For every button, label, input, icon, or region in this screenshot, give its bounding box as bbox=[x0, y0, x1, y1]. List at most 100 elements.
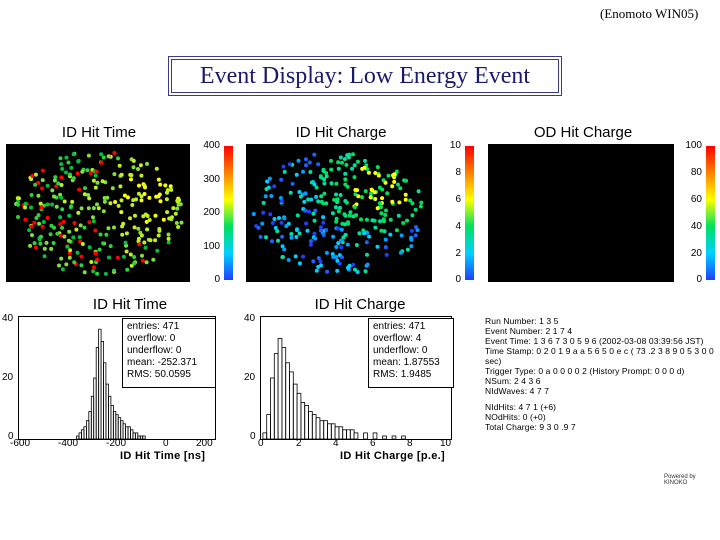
hit-dot bbox=[322, 191, 327, 196]
hist-bar bbox=[308, 411, 313, 440]
hit-dot bbox=[284, 224, 289, 228]
hit-dot bbox=[282, 247, 287, 252]
stat-overflow: overflow: 4 bbox=[373, 333, 422, 344]
hist-title-charge: ID Hit Charge bbox=[314, 296, 406, 313]
hit-dot bbox=[308, 242, 313, 247]
hit-dot bbox=[265, 179, 270, 184]
hit-dot bbox=[329, 181, 334, 186]
hist-bar bbox=[315, 417, 321, 440]
hit-dot bbox=[158, 199, 163, 204]
hit-dot bbox=[294, 235, 299, 239]
hit-dot bbox=[16, 215, 20, 219]
hit-dot bbox=[275, 229, 280, 234]
hit-dot bbox=[297, 190, 302, 194]
title-box: Event Display: Low Energy Event bbox=[168, 56, 562, 96]
hit-dot bbox=[86, 193, 91, 197]
hit-dot bbox=[341, 235, 346, 240]
hit-dot bbox=[347, 213, 352, 218]
hit-dot bbox=[99, 160, 104, 165]
hit-dot bbox=[42, 246, 47, 251]
hit-dot bbox=[108, 201, 113, 206]
hit-dot bbox=[397, 200, 402, 205]
hit-dot bbox=[128, 172, 133, 177]
hit-dot bbox=[138, 163, 143, 168]
hit-dot bbox=[361, 228, 366, 233]
hit-dot bbox=[353, 188, 358, 192]
hist-bar bbox=[142, 435, 146, 440]
hit-dot bbox=[139, 198, 144, 203]
hit-dot bbox=[131, 165, 136, 170]
hit-dot bbox=[335, 258, 340, 263]
hist-bar bbox=[289, 371, 294, 440]
hit-dot bbox=[373, 197, 378, 201]
hit-dot bbox=[108, 244, 113, 249]
hit-dot bbox=[103, 271, 108, 276]
stat-rms: RMS: 50.0595 bbox=[127, 369, 191, 380]
hit-dot bbox=[153, 238, 158, 243]
hit-dot bbox=[67, 213, 72, 218]
hist-bar bbox=[127, 426, 131, 440]
hist-charge-xtick: 4 bbox=[333, 438, 339, 449]
hist-bar bbox=[363, 432, 368, 440]
hit-dot bbox=[93, 173, 98, 178]
hit-dot bbox=[23, 205, 27, 210]
hit-dot bbox=[279, 177, 284, 182]
hit-dot bbox=[354, 243, 359, 247]
hit-dot bbox=[316, 264, 321, 269]
hit-dot bbox=[365, 252, 369, 257]
hit-dot bbox=[64, 262, 69, 267]
hit-dot bbox=[49, 246, 54, 251]
hit-dot bbox=[166, 232, 171, 237]
nid-hits: NIdHits: 4 7 1 (+6) bbox=[485, 402, 557, 412]
hit-dot bbox=[71, 152, 76, 157]
hit-dot bbox=[110, 186, 115, 191]
hit-dot bbox=[264, 235, 268, 240]
hit-dot bbox=[321, 233, 326, 237]
hit-dot bbox=[53, 175, 58, 180]
hit-dot bbox=[67, 255, 72, 260]
hit-dot bbox=[293, 254, 298, 259]
hit-dot bbox=[38, 241, 43, 246]
scale-label: 0 bbox=[696, 274, 702, 285]
hit-dot bbox=[57, 263, 61, 268]
hit-dot bbox=[410, 213, 415, 218]
hist-time-stats: entries: 471 overflow: 0 underflow: 0 me… bbox=[122, 318, 216, 388]
hit-dot bbox=[280, 234, 285, 239]
hit-dot bbox=[324, 250, 329, 255]
credit-text: (Enomoto WIN05) bbox=[600, 6, 699, 21]
hit-dot bbox=[139, 233, 144, 238]
hit-dot bbox=[353, 192, 358, 197]
hit-dot bbox=[251, 212, 256, 216]
hit-dot bbox=[280, 244, 285, 249]
hit-dot bbox=[101, 155, 106, 160]
hit-dot bbox=[334, 245, 339, 249]
hit-dot bbox=[112, 225, 116, 230]
hit-dot bbox=[171, 206, 176, 211]
hit-dot bbox=[91, 269, 96, 274]
hist-charge-ytick: 20 bbox=[244, 372, 256, 383]
hit-dot bbox=[405, 218, 409, 223]
hit-dot bbox=[124, 243, 129, 248]
hit-dot bbox=[23, 217, 28, 222]
hit-dot bbox=[42, 254, 47, 259]
hit-dot bbox=[59, 256, 64, 261]
hist-bar bbox=[270, 377, 275, 440]
hit-dot bbox=[382, 219, 386, 224]
hist-bar bbox=[273, 353, 279, 440]
hit-dot bbox=[304, 221, 309, 226]
hit-dot bbox=[342, 212, 347, 217]
color-scale-3 bbox=[706, 146, 715, 280]
hit-dot bbox=[153, 213, 158, 218]
hit-dot bbox=[52, 194, 56, 199]
hit-dot bbox=[390, 199, 395, 204]
hit-dot bbox=[59, 183, 64, 187]
hit-dot bbox=[102, 199, 107, 204]
hit-dot bbox=[66, 160, 71, 165]
hit-dot bbox=[91, 178, 96, 183]
hit-dot bbox=[61, 219, 66, 224]
hit-dot bbox=[176, 199, 180, 204]
hit-dot bbox=[297, 231, 302, 236]
hit-dot bbox=[29, 193, 34, 197]
hit-dot bbox=[173, 211, 178, 216]
hit-dot bbox=[336, 226, 341, 231]
